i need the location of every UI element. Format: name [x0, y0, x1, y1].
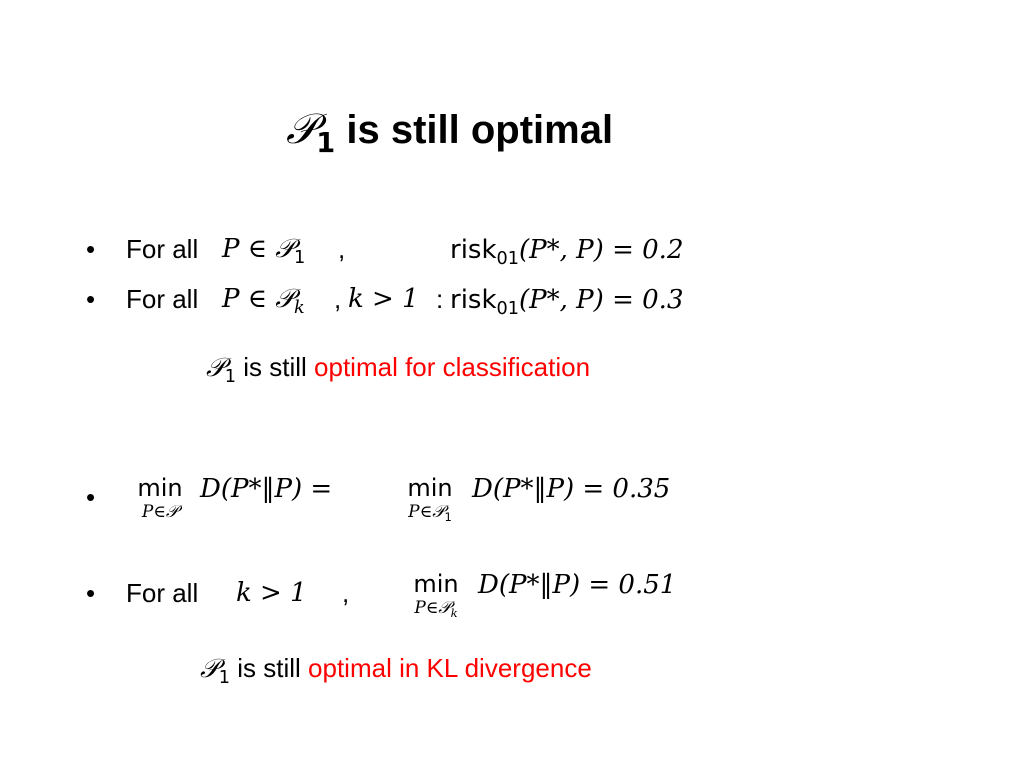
- condition-text: P ∈ 𝒫: [222, 284, 295, 314]
- conclusion-symbol: 𝒫: [206, 353, 225, 383]
- risk-sub: 01: [496, 248, 520, 269]
- bullet-dot: •: [86, 234, 96, 264]
- bullet-item-2: • For all P ∈ 𝒫k , k > 1 : risk01(P*, P)…: [86, 284, 786, 319]
- conclusion-symbol-sub: 1: [224, 366, 236, 387]
- bullet-dot: •: [86, 482, 96, 512]
- bullet-condition: P ∈ 𝒫1: [222, 234, 306, 268]
- conclusion-text: is still: [243, 352, 307, 382]
- condition-sub: 1: [294, 247, 306, 268]
- bullet-label: For all: [126, 284, 199, 314]
- min-label: min: [137, 474, 183, 502]
- condition-text: P ∈ 𝒫: [222, 234, 295, 264]
- min-subscript: P∈𝒫k: [414, 598, 458, 620]
- conclusion-classification: 𝒫1 is still optimal for classification: [206, 352, 591, 387]
- risk-sub: 01: [496, 298, 520, 319]
- bullet-condition: P ∈ 𝒫k: [222, 284, 305, 318]
- bullet-label: For all: [126, 234, 199, 264]
- slide-title: 𝒫1 is still optimal: [286, 104, 614, 159]
- conclusion-highlight: optimal for classification: [314, 352, 591, 382]
- risk-formula: risk01(P*, P) = 0.3: [450, 284, 684, 319]
- bullet-item-4: • For all k > 1 , min P∈𝒫k D(P*‖P) = 0.5…: [86, 568, 786, 638]
- title-symbol: 𝒫: [286, 104, 317, 153]
- min-label: min: [407, 474, 453, 502]
- conclusion-symbol-sub: 1: [218, 667, 230, 688]
- min-operator-1: min P∈𝒫: [128, 474, 192, 522]
- kl-expression: D(P*‖P) = 0.51: [478, 570, 677, 600]
- condition-sub: k: [294, 297, 305, 318]
- bullet-dot: •: [86, 578, 96, 608]
- title-text: is still optimal: [346, 108, 614, 152]
- risk-formula: risk01(P*, P) = 0.2: [450, 234, 684, 269]
- conclusion-kl-divergence: 𝒫1 is still optimal in KL divergence: [200, 653, 592, 688]
- conclusion-text: is still: [237, 653, 301, 683]
- risk-expression: (P*, P) = 0.3: [519, 285, 684, 315]
- kl-expression-2: D(P*‖P) = 0.35: [472, 474, 671, 504]
- bullet-label: For all: [126, 578, 199, 608]
- bullet-item-3: • min P∈𝒫 D(P*‖P) = min P∈𝒫1 D(P*‖P) = 0…: [86, 470, 786, 540]
- bullet-colon: :: [436, 284, 444, 314]
- min-operator: min P∈𝒫k: [398, 570, 474, 620]
- risk-label: risk: [450, 285, 497, 315]
- bullet-item-1: • For all P ∈ 𝒫1 , risk01(P*, P) = 0.2: [86, 234, 786, 269]
- bullet-separator: ,: [334, 284, 342, 314]
- risk-label: risk: [450, 235, 497, 265]
- bullet-condition-2: k > 1: [348, 284, 419, 314]
- min-operator-2: min P∈𝒫1: [392, 474, 468, 524]
- bullet-separator: ,: [338, 234, 346, 264]
- bullet-condition: k > 1: [236, 578, 307, 608]
- min-subscript: P∈𝒫1: [408, 502, 452, 524]
- risk-expression: (P*, P) = 0.2: [519, 235, 684, 265]
- conclusion-symbol: 𝒫: [200, 654, 219, 684]
- min-label: min: [413, 570, 459, 598]
- title-symbol-sub: 1: [316, 127, 336, 159]
- bullet-separator: ,: [342, 578, 350, 608]
- kl-expression-1: D(P*‖P) =: [200, 474, 333, 504]
- bullet-dot: •: [86, 284, 96, 314]
- conclusion-highlight: optimal in KL divergence: [308, 653, 592, 683]
- min-subscript: P∈𝒫: [141, 502, 179, 522]
